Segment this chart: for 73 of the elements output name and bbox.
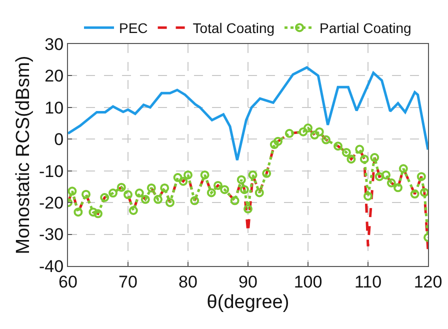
point <box>190 196 200 206</box>
point <box>374 172 384 182</box>
point <box>240 185 249 194</box>
x-tick-label: 120 <box>414 272 442 292</box>
point <box>355 144 364 154</box>
point <box>160 183 170 192</box>
point <box>274 136 282 146</box>
point <box>386 178 396 188</box>
point <box>236 175 246 184</box>
y-tick-label: 30 <box>44 34 64 54</box>
point <box>322 135 330 144</box>
legend-label: Total Coating <box>192 20 275 36</box>
x-axis-title: θ(degree) <box>206 292 290 314</box>
x-tick-label: 70 <box>118 272 138 292</box>
point <box>314 127 324 136</box>
point <box>214 180 222 190</box>
point <box>382 170 390 180</box>
point <box>298 127 308 136</box>
point <box>334 142 342 151</box>
point <box>416 172 426 182</box>
y-tick-label: -20 <box>39 194 64 213</box>
point <box>200 170 210 180</box>
point <box>370 153 380 162</box>
point <box>262 168 272 178</box>
point <box>88 208 98 217</box>
point <box>108 188 118 198</box>
y-tick-label: -30 <box>39 225 64 244</box>
point <box>220 185 230 194</box>
point <box>304 124 312 133</box>
point <box>206 188 216 198</box>
y-tick-label: 10 <box>44 98 64 118</box>
point <box>82 190 90 199</box>
point <box>124 190 132 200</box>
point <box>398 164 408 174</box>
point <box>410 190 420 199</box>
x-tick-label: 90 <box>238 272 258 292</box>
legend-label: PEC <box>119 20 148 36</box>
point <box>140 194 150 204</box>
point <box>154 194 162 204</box>
point <box>420 188 428 197</box>
point <box>310 130 320 140</box>
point <box>94 209 102 218</box>
point <box>100 193 110 202</box>
point <box>184 170 192 180</box>
point <box>128 206 138 215</box>
point <box>394 183 402 192</box>
x-tick-label: 110 <box>354 272 382 292</box>
y-tick-label: -10 <box>39 162 64 181</box>
point <box>134 188 144 198</box>
y-tick-label: 0 <box>54 130 64 150</box>
point <box>346 154 356 164</box>
legend-label: Partial Coating <box>320 20 412 36</box>
point <box>116 182 126 192</box>
point <box>364 192 372 201</box>
x-tick-label: 80 <box>178 272 198 292</box>
line-series <box>68 66 428 162</box>
point <box>248 170 258 180</box>
point <box>146 183 156 192</box>
y-axis-title: Monostatic RCS(dBsm) <box>12 56 34 254</box>
point <box>166 198 174 208</box>
point <box>254 188 264 198</box>
point <box>173 173 182 182</box>
point <box>244 204 252 214</box>
x-tick-label: 100 <box>294 272 322 292</box>
point <box>342 148 351 157</box>
point <box>270 140 279 150</box>
point <box>230 196 240 206</box>
point <box>68 186 77 196</box>
point <box>178 176 188 186</box>
point <box>284 128 294 138</box>
point <box>360 154 369 164</box>
y-tick-label: 20 <box>44 66 64 86</box>
point <box>74 208 83 217</box>
